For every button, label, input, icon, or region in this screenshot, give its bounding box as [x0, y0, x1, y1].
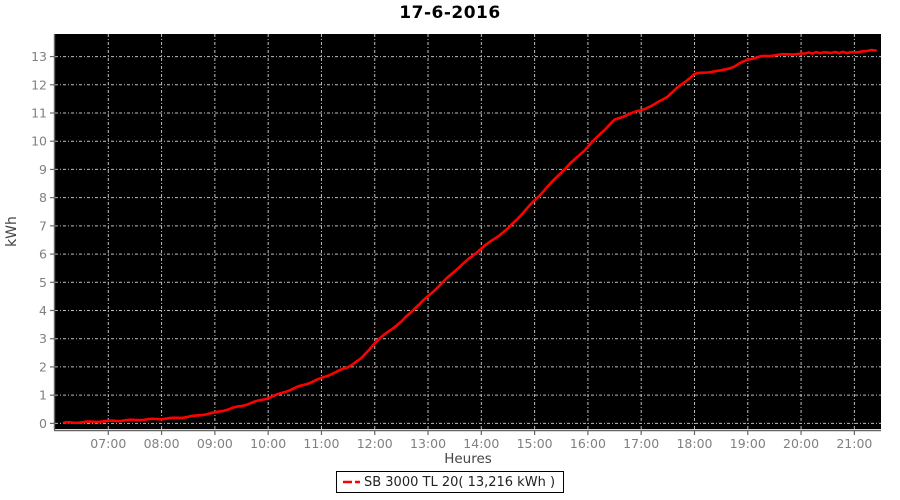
x-tick-label: 14:00	[463, 436, 499, 451]
x-tick-label: 19:00	[730, 436, 766, 451]
x-tick-label: 08:00	[144, 436, 180, 451]
x-tick-label: 18:00	[676, 436, 712, 451]
x-tick-label: 20:00	[783, 436, 819, 451]
x-tick-label: 21:00	[836, 436, 872, 451]
y-tick-label: 11	[31, 106, 47, 121]
x-tick-label: 11:00	[303, 436, 339, 451]
y-tick-label: 13	[31, 49, 47, 64]
legend-label: SB 3000 TL 20( 13,216 kWh )	[363, 474, 556, 490]
legend: SB 3000 TL 20( 13,216 kWh )	[335, 471, 565, 493]
legend-line-marker	[342, 479, 361, 485]
x-tick-label: 10:00	[250, 436, 286, 451]
y-axis-title: kWh	[4, 216, 20, 247]
y-tick-label: 12	[31, 77, 47, 92]
series-line	[62, 48, 878, 425]
x-axis-title: Heures	[444, 451, 492, 467]
y-tick-label: 0	[39, 416, 47, 431]
page-title: 17-6-2016	[399, 3, 501, 23]
y-tick-label: 4	[39, 303, 47, 318]
x-tick-label: 17:00	[623, 436, 659, 451]
x-tick-label: 15:00	[517, 436, 553, 451]
y-tick-label: 3	[39, 331, 47, 346]
x-tick-label: 09:00	[197, 436, 233, 451]
y-tick-label: 7	[39, 218, 47, 233]
plot-area	[55, 34, 881, 429]
x-tick-label: 13:00	[410, 436, 446, 451]
x-tick-label: 12:00	[357, 436, 393, 451]
y-tick-label: 6	[39, 247, 47, 262]
x-tick-label: 16:00	[570, 436, 606, 451]
y-tick-label: 2	[39, 359, 47, 374]
y-tick-label: 9	[39, 162, 47, 177]
y-tick-label: 5	[39, 275, 47, 290]
y-tick-label: 1	[39, 388, 47, 403]
x-tick-label: 07:00	[90, 436, 126, 451]
y-tick-label: 8	[39, 190, 47, 205]
y-tick-label: 10	[31, 134, 47, 149]
